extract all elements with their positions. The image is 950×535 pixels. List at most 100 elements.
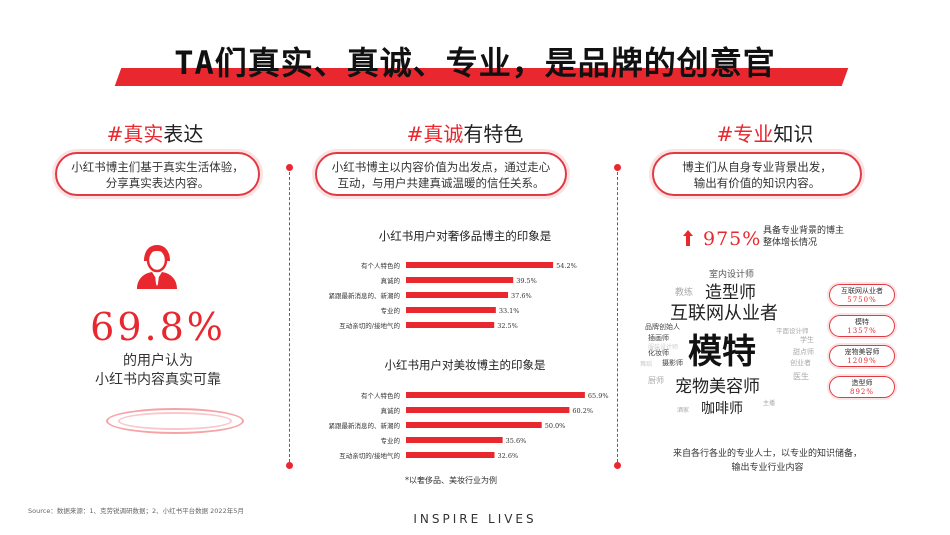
- bar-value-label: 37.6%: [511, 292, 532, 300]
- word: 主播: [763, 400, 776, 407]
- badge-label: 造型师: [851, 379, 873, 387]
- col3-summary-line2: 输出有价值的知识内容。: [693, 176, 821, 190]
- bar-value-label: 50.0%: [545, 422, 566, 430]
- word: 教练: [675, 288, 694, 298]
- word: 厨师: [648, 376, 664, 385]
- word: 造型师: [705, 283, 756, 303]
- col1-summary-pill: 小红书博主们基于真实生活体验， 分享真实表达内容。: [55, 152, 260, 196]
- footer-source: Source：数据来源：1、克劳锐调研数据；2、小红书平台数据 2022年5月: [28, 507, 244, 515]
- bar: [406, 422, 542, 428]
- bar: [406, 262, 554, 268]
- col3-bottom-line2: 输出专业行业内容: [731, 463, 804, 473]
- bar-category-label: 真诚的: [381, 276, 401, 285]
- bar-value-label: 35.6%: [506, 437, 527, 445]
- badge-label: 互联网从业者: [841, 287, 883, 295]
- col3-heading: #专业知识: [635, 118, 895, 147]
- growth-value: 975%: [703, 228, 762, 250]
- badge-value: 1357%: [847, 327, 877, 335]
- word: 模特: [688, 332, 756, 372]
- col2-heading-text: 有特色: [463, 122, 524, 146]
- col1-heading-text: 表达: [163, 122, 204, 146]
- badge-pet-groomer: 宠物美容师 1209%: [829, 345, 895, 367]
- col1-caption-line2: 小红书内容真实可靠: [95, 372, 221, 388]
- col1-caption: 的用户认为 小红书内容真实可靠: [58, 352, 258, 390]
- divider-dot: [286, 462, 293, 469]
- divider-left: [289, 172, 290, 462]
- col2-heading: #真诚有特色: [335, 118, 595, 147]
- col3-heading-text: 知识: [773, 122, 814, 146]
- col1-summary-line1: 小红书博主们基于真实生活体验，: [71, 160, 244, 174]
- chart1-title: 小红书用户对奢侈品博主的印象是: [378, 229, 552, 243]
- bar: [406, 322, 495, 328]
- divider-right: [617, 172, 618, 462]
- bar-category-label: 互动亲切的/接地气的: [339, 451, 400, 460]
- bar: [406, 452, 495, 458]
- bar-category-label: 有个人特色的: [361, 391, 401, 400]
- col3-summary-pill: 博主们从自身专业背景出发， 输出有价值的知识内容。: [652, 152, 862, 196]
- col2-summary-line2: 互动，与用户共建真诚温暖的信任关系。: [337, 176, 545, 190]
- person-icon: [133, 242, 181, 290]
- bar-category-label: 互动亲切的/接地气的: [339, 321, 400, 330]
- word: 互联网从业者: [670, 303, 778, 324]
- profession-word-cloud: 室内设计师 教练 造型师 互联网从业者 品牌创始人 插画师 模特 平面设计师 学…: [630, 262, 820, 422]
- bar-value-label: 32.6%: [497, 452, 518, 460]
- podium-ring-inner: [118, 412, 232, 430]
- bar-category-label: 紧跟最新消息的、新潮的: [329, 291, 401, 300]
- word: 室内设计师: [709, 270, 755, 280]
- col3-bottom-line1: 来自各行各业的专业人士，以专业的知识储备，: [672, 449, 862, 459]
- divider-dot: [614, 462, 621, 469]
- growth-label: 具备专业背景的博主 整体增长情况: [763, 225, 844, 249]
- word: 宠物美容师: [675, 377, 760, 397]
- bar-value-label: 65.9%: [588, 392, 609, 400]
- col1-summary-line2: 分享真实表达内容。: [105, 176, 210, 190]
- word: 学生: [800, 336, 814, 344]
- badge-internet-professional: 互联网从业者 5750%: [829, 284, 895, 306]
- word: 插画师: [648, 334, 669, 342]
- bar: [406, 392, 585, 398]
- word: 摄影师: [662, 359, 683, 367]
- growth-label-line2: 整体增长情况: [763, 238, 818, 248]
- badge-label: 宠物美容师: [844, 348, 880, 356]
- divider-dot: [286, 164, 293, 171]
- badge-label: 模特: [855, 318, 869, 326]
- word: 服装设计师: [648, 344, 679, 351]
- bar-value-label: 54.2%: [556, 262, 577, 270]
- bar-category-label: 有个人特色的: [361, 261, 401, 270]
- bar-value-label: 32.5%: [497, 322, 518, 330]
- col3-heading-hashtag: #专业: [716, 122, 774, 146]
- footer-brand: INSPIRE LIVES: [413, 512, 537, 526]
- chart2-beauty-impressions: 有个人特色的 65.9% 真诚的 60.2% 紧跟最新消息的、新潮的 50.0% 专业的 35…: [329, 391, 609, 460]
- word: 酒家: [677, 407, 690, 414]
- bar-value-label: 33.1%: [499, 307, 520, 315]
- bar-category-label: 紧跟最新消息的、新潮的: [329, 421, 401, 430]
- col1-heading: #真实表达: [25, 118, 285, 147]
- growth-label-line1: 具备专业背景的博主: [763, 226, 845, 236]
- chart1-luxury-impressions: 有个人特色的 54.2% 真诚的 39.5% 紧跟最新消息的、新潮的 37.6% 专业的 33…: [329, 261, 577, 330]
- badge-model: 模特 1357%: [829, 315, 895, 337]
- podium-ring-outer: [106, 408, 244, 434]
- col3-summary-line1: 博主们从自身专业背景出发，: [682, 160, 832, 174]
- badge-value: 892%: [849, 388, 874, 396]
- badge-stylist: 造型师 892%: [829, 376, 895, 398]
- col1-caption-line1: 的用户认为: [123, 353, 193, 369]
- word: 平面设计师: [776, 327, 809, 335]
- word: 医生: [793, 372, 809, 381]
- word: 化妆师: [648, 349, 669, 357]
- bar-value-label: 39.5%: [516, 277, 537, 285]
- bar: [406, 437, 503, 443]
- bar-category-label: 真诚的: [381, 406, 401, 415]
- bar-category-label: 专业的: [381, 436, 401, 445]
- badge-value: 1209%: [847, 357, 877, 365]
- col2-summary-pill: 小红书博主以内容价值为出发点，通过走心 互动，与用户共建真诚温暖的信任关系。: [315, 152, 567, 196]
- col3-bottom-text: 来自各行各业的专业人士，以专业的知识储备， 输出专业行业内容: [650, 447, 885, 475]
- chart-footnote: *以奢侈品、美妆行业为例: [405, 476, 497, 485]
- word: 舞蹈: [640, 361, 653, 368]
- bar: [406, 292, 509, 298]
- word: 创业者: [790, 359, 811, 367]
- word: 品牌创始人: [645, 323, 680, 331]
- chart2-title: 小红书用户对美妆博主的印象是: [384, 358, 546, 372]
- col2-heading-hashtag: #真诚: [406, 122, 464, 146]
- bar-category-label: 专业的: [381, 306, 401, 315]
- arrow-up-icon: [683, 230, 693, 246]
- divider-dot: [614, 164, 621, 171]
